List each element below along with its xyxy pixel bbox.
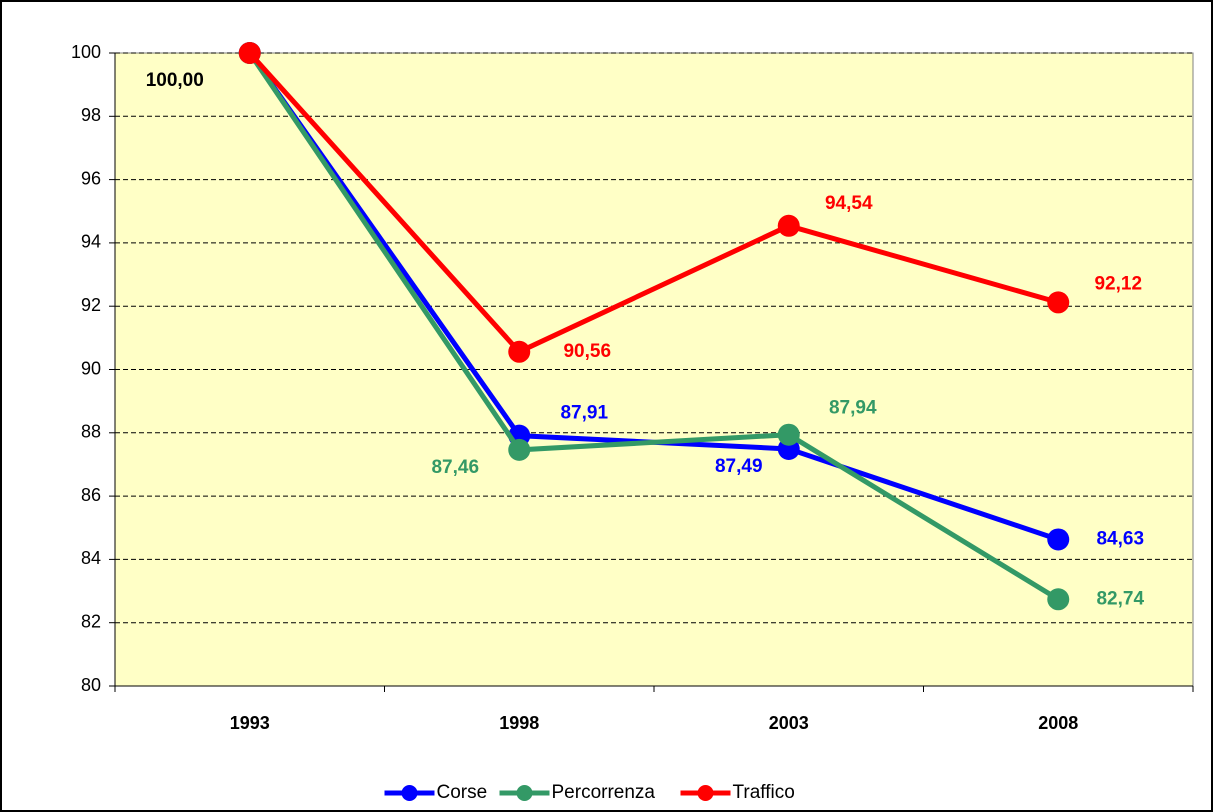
- y-tick-label: 82: [81, 611, 101, 631]
- data-label: 84,63: [1096, 528, 1144, 549]
- y-tick-label: 84: [81, 548, 101, 568]
- x-tick-label: 2003: [769, 713, 809, 733]
- data-point: [777, 214, 800, 237]
- legend-label: Corse: [437, 782, 488, 803]
- y-tick-label: 94: [81, 232, 101, 252]
- data-label: 87,94: [829, 398, 877, 419]
- data-point: [508, 438, 531, 461]
- data-point: [1047, 291, 1070, 314]
- data-label: 82,74: [1096, 588, 1144, 609]
- y-tick-label: 96: [81, 168, 101, 188]
- data-point: [1047, 528, 1070, 551]
- y-tick-label: 98: [81, 105, 101, 125]
- legend-marker: [516, 785, 533, 801]
- data-label: 87,49: [715, 456, 763, 477]
- data-point: [508, 340, 531, 363]
- y-tick-label: 90: [81, 358, 101, 378]
- y-tick-label: 86: [81, 485, 101, 505]
- data-label: 92,12: [1094, 273, 1142, 294]
- data-label: 87,46: [431, 457, 479, 478]
- data-point: [1047, 588, 1070, 611]
- data-point: [777, 423, 800, 446]
- x-tick-label: 1998: [499, 713, 539, 733]
- data-label: 87,91: [560, 403, 608, 424]
- legend-label: Traffico: [733, 782, 795, 803]
- y-tick-label: 100: [71, 42, 101, 62]
- y-tick-label: 88: [81, 422, 101, 442]
- series-line: [247, 51, 1059, 355]
- legend-label: Percorrenza: [552, 782, 656, 803]
- data-label: 94,54: [825, 193, 873, 214]
- y-tick-label: 80: [81, 675, 101, 695]
- legend-marker: [697, 785, 714, 801]
- x-tick-label: 1993: [230, 713, 270, 733]
- data-label: 90,56: [563, 341, 611, 362]
- data-point: [238, 42, 261, 64]
- data-label: 100,00: [146, 70, 204, 91]
- x-tick-label: 2008: [1038, 713, 1078, 733]
- series-line: [247, 51, 1060, 602]
- legend-marker: [401, 785, 418, 801]
- y-tick-label: 92: [81, 295, 101, 315]
